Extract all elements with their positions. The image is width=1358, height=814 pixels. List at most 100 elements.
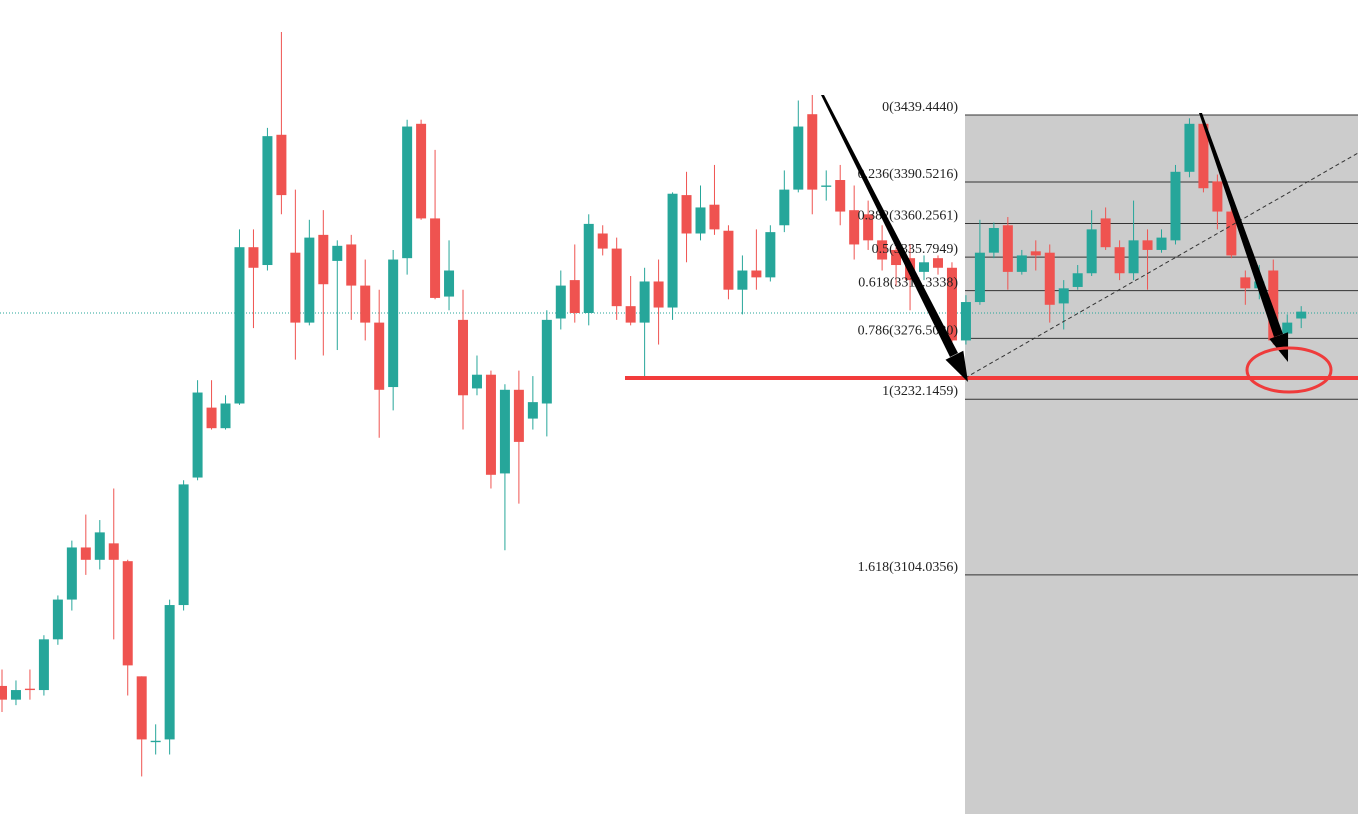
- candle-body: [1058, 288, 1069, 304]
- fib-label: 0.618(3311.3338): [858, 276, 958, 291]
- candle-body: [499, 389, 510, 474]
- annotations: [821, 95, 1358, 394]
- candle-body: [583, 223, 594, 314]
- candle-body: [471, 374, 482, 389]
- candle-body: [597, 233, 608, 249]
- candle-body: [24, 688, 35, 691]
- candle-body: [1268, 270, 1279, 341]
- candle-body: [290, 252, 301, 323]
- candle-body: [485, 374, 496, 475]
- candle-body: [513, 389, 524, 442]
- candle-body: [960, 302, 971, 341]
- candle-body: [695, 207, 706, 234]
- candle-body: [611, 248, 622, 307]
- candle-body: [248, 247, 259, 268]
- candle-body: [863, 214, 874, 241]
- candle-body: [779, 189, 790, 226]
- candle-body: [1212, 181, 1223, 212]
- candle-body: [444, 270, 455, 297]
- arrow-head: [945, 350, 968, 382]
- highlight-circle: [1245, 346, 1333, 394]
- candle-body: [1128, 240, 1139, 274]
- candle-body: [1240, 277, 1251, 289]
- candle-body: [932, 258, 943, 268]
- candle-body: [10, 690, 21, 700]
- candle-body: [891, 249, 902, 266]
- fib-label: 0.382(3360.2561): [858, 209, 959, 224]
- candle-body: [374, 322, 385, 390]
- fib-label: 1(3232.1459): [882, 384, 958, 399]
- candle-body: [625, 306, 636, 323]
- fib-label: 0.5(3335.7949): [872, 242, 959, 257]
- candle-body: [346, 244, 357, 286]
- candle-body: [402, 126, 413, 259]
- candle-body: [458, 319, 469, 396]
- candle-body: [849, 210, 860, 245]
- candle-body: [430, 218, 441, 298]
- candle-body: [192, 392, 203, 478]
- candle-body: [66, 547, 77, 600]
- candle-body: [122, 561, 133, 666]
- candle-body: [919, 262, 930, 272]
- candle-body: [681, 195, 692, 234]
- candle-body: [0, 685, 7, 700]
- candle-body: [821, 185, 832, 187]
- candle-body: [52, 599, 63, 640]
- candle-body: [388, 259, 399, 388]
- fib-zone-fill: [965, 114, 1358, 814]
- candle-body: [1170, 171, 1181, 241]
- candle-body: [416, 123, 427, 219]
- trend-line: [964, 152, 1358, 379]
- fib-lines: [0, 114, 1358, 576]
- candle-body: [709, 204, 720, 230]
- candle-body: [835, 180, 846, 212]
- candle-body: [1156, 237, 1167, 250]
- candle-body: [1296, 311, 1307, 319]
- candle-body: [150, 740, 161, 743]
- candle-body: [1114, 247, 1125, 274]
- candle-body: [569, 280, 580, 314]
- candle-body: [877, 240, 888, 260]
- candle-body: [220, 403, 231, 429]
- candle-body: [667, 193, 678, 308]
- fib-labels: 0(3439.4440) 0.236(3390.5216) 0.382(3360.2…: [858, 100, 959, 575]
- candle-body: [94, 532, 105, 560]
- candle-body: [723, 230, 734, 290]
- fib-label: 0.236(3390.5216): [858, 167, 959, 182]
- candle-body: [555, 285, 566, 319]
- candle-body: [1226, 211, 1237, 256]
- candle-body: [1100, 218, 1111, 248]
- candle-body: [807, 114, 818, 190]
- fib-label: 0.786(3276.5080): [858, 323, 959, 338]
- candle-body: [276, 134, 287, 196]
- candle-body: [178, 484, 189, 606]
- candle-body: [946, 267, 957, 341]
- candle-body: [541, 319, 552, 404]
- candles: [0, 31, 1358, 777]
- candle-body: [653, 281, 664, 308]
- arrow-shaft: [821, 95, 958, 357]
- candle-body: [751, 270, 762, 278]
- candle-body: [1142, 240, 1153, 250]
- fib-label: 1.618(3104.0356): [858, 560, 959, 575]
- candle-body: [737, 270, 748, 290]
- candle-body: [136, 676, 147, 740]
- candle-body: [304, 237, 315, 323]
- candle-body: [1282, 322, 1293, 334]
- arrow-shaft: [1199, 113, 1283, 337]
- candle-body: [262, 136, 273, 266]
- candle-body: [164, 605, 175, 740]
- fib-label: 0(3439.4440): [882, 100, 958, 115]
- candle-body: [206, 407, 217, 429]
- candle-body: [360, 285, 371, 323]
- candle-body: [639, 281, 650, 323]
- candle-body: [38, 639, 49, 691]
- candle-body: [80, 547, 91, 560]
- candle-body: [332, 245, 343, 261]
- candle-body: [1002, 225, 1013, 272]
- candle-body: [974, 252, 985, 303]
- candle-body: [1086, 229, 1097, 274]
- candle-body: [108, 543, 119, 560]
